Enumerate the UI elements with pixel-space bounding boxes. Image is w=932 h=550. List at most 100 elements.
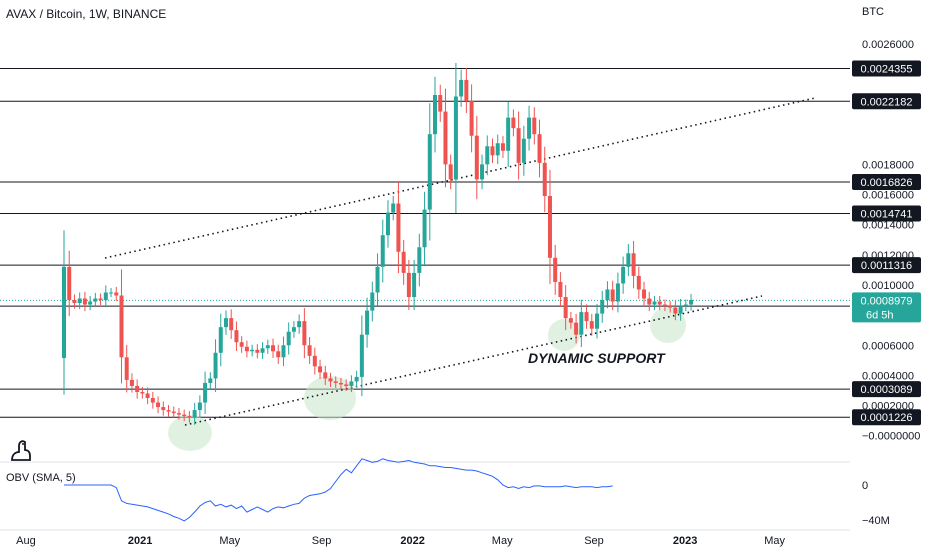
candle-body [124,357,129,380]
levels-layer [0,68,850,418]
candle-body [375,266,380,293]
level-badge-text: 0.0024355 [861,64,913,76]
candle-body [480,164,485,180]
trend-layer [104,97,816,426]
x-tick-label: 2023 [673,535,697,547]
candle-body [265,345,270,349]
candle-body [542,162,547,197]
candle-body [359,334,364,377]
candle-body [176,413,181,415]
candle-body [647,298,652,305]
candle-body [605,289,610,301]
obv-tick-min: −40M [862,515,890,527]
obv-tick-0: 0 [862,480,868,492]
candle-body [67,266,72,301]
tradingview-logo-icon [11,440,31,461]
candle-body [642,289,647,299]
candle-body [579,312,584,335]
obv-layer [64,458,613,522]
candle-body [213,352,218,379]
y-tick-label: 0.0018000 [862,159,914,171]
candle-body [568,318,573,323]
candle-body [109,292,114,294]
candle-body [145,393,150,399]
candle-body [276,351,281,358]
badges-layer: 0.00243550.00221820.00168260.00147410.00… [852,60,921,426]
candles-layer [62,62,694,425]
candle-body [532,117,537,135]
candle-body [255,349,260,353]
level-badge [852,174,921,191]
x-tick-label: 2022 [400,535,424,547]
level-badge [852,381,921,398]
candle-body [271,345,276,352]
candle-body [318,366,323,373]
candle-body [135,385,140,392]
candle-body [683,304,688,307]
obv-line [64,458,613,522]
annotation-dynamic-support: DYNAMIC SUPPORT [528,350,666,366]
candle-body [589,321,594,329]
candle-body [77,298,82,304]
support-highlight [650,307,686,343]
candle-body [161,407,166,411]
candle-body [563,297,568,319]
candle-body [621,266,626,284]
candle-body [448,164,453,180]
x-tick-label: May [492,535,513,547]
obv-pane-title: OBV (SMA, 5) [6,472,76,484]
candle-body [182,414,187,417]
current-price-text: 0.0008979 [861,295,913,307]
candle-body [192,410,197,418]
candle-body [547,196,552,258]
candle-body [203,382,208,403]
candle-body [689,300,694,305]
candle-body [678,306,683,314]
x-tick-label: Sep [312,535,332,547]
candle-body [626,253,631,267]
candle-body [338,382,343,385]
candle-body [631,253,636,276]
axis-layer: 0.00260000.00180000.00160000.00140000.00… [16,39,920,547]
candle-body [412,272,417,298]
candle-body [391,203,396,213]
candle-body [521,138,526,163]
candle-body [615,283,620,302]
candle-body [527,117,532,139]
candle-body [323,372,328,379]
candle-body [396,203,401,252]
candle-body [98,298,103,301]
candle-body [485,146,490,165]
candle-body [464,79,469,102]
candle-body [511,117,516,129]
candle-body [328,378,333,382]
candle-body [166,410,171,412]
candle-body [506,117,511,151]
y-tick-label: 0.0006000 [862,340,914,352]
candle-body [595,313,600,329]
candle-body [88,301,93,305]
y-tick-label: −0.0000000 [862,431,920,443]
upper-trendline [104,97,816,259]
level-badge-text: 0.0003089 [861,384,913,396]
support-highlight [548,319,580,351]
candle-body [302,321,307,346]
candle-body [537,134,542,163]
candle-body [574,322,579,335]
x-tick-label: 2021 [128,535,152,547]
candle-body [223,318,228,328]
candle-body [229,318,234,331]
candle-body [307,345,312,356]
y-tick-label: 0.0004000 [862,370,914,382]
candle-body [459,79,464,97]
level-badge [852,409,921,426]
candle-body [72,300,77,304]
candle-body [438,95,443,112]
candle-body [129,379,134,386]
candle-body [427,134,432,210]
candle-body [636,275,641,290]
candle-body [490,146,495,156]
candle-body [234,330,239,343]
candle-body [62,266,66,359]
